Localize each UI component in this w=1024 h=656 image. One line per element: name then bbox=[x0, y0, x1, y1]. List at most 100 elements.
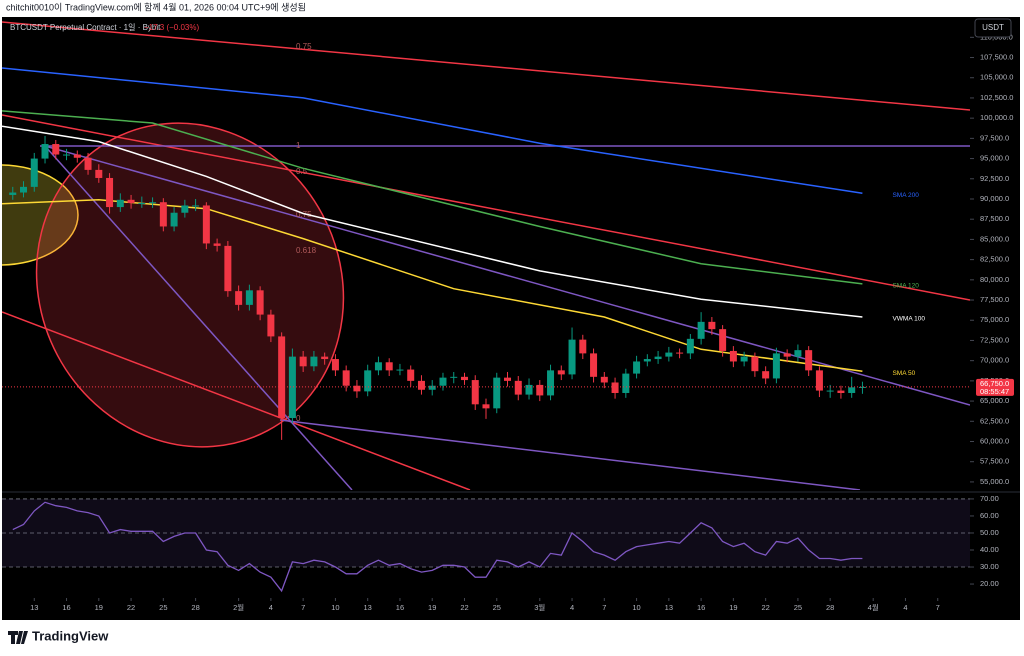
currency[interactable]: USDT bbox=[982, 23, 1004, 32]
candle-body bbox=[622, 373, 630, 393]
x-tick-label: 4월 bbox=[868, 602, 879, 612]
trend-line bbox=[2, 311, 471, 490]
candle-body bbox=[63, 154, 71, 156]
header: chitchit0010이 TradingView.com에 함께 4월 01,… bbox=[6, 1, 306, 12]
candle-body bbox=[439, 377, 447, 386]
y-tick-label: 20.00 bbox=[980, 579, 999, 588]
fib-label: 0.75 bbox=[296, 210, 312, 219]
x-tick-label: 3월 bbox=[534, 602, 545, 612]
y-tick-label: 60.00 bbox=[980, 511, 999, 520]
candle-body bbox=[278, 336, 286, 419]
candle-body bbox=[536, 384, 544, 396]
candle-body bbox=[579, 339, 587, 354]
y-tick-label: 90,000.0 bbox=[980, 194, 1009, 203]
rsi-plot bbox=[2, 498, 970, 593]
y-tick-label: 57,500.0 bbox=[980, 457, 1009, 466]
candle-body bbox=[138, 203, 146, 205]
candle-body bbox=[794, 350, 802, 357]
drawings: 0.75 1 0.5 0.75 0.618 0 bbox=[2, 21, 970, 490]
x-tick-label: 7 bbox=[936, 603, 940, 612]
x-tick-label: 19 bbox=[95, 603, 103, 612]
candle-body bbox=[353, 385, 361, 392]
x-tick-label: 4 bbox=[570, 603, 574, 612]
x-tick-label: 13 bbox=[30, 603, 38, 612]
candle-body bbox=[73, 154, 81, 158]
y-tick-label: 82,500.0 bbox=[980, 255, 1009, 264]
logo-text: TradingView bbox=[32, 628, 109, 643]
x-tick-label: 19 bbox=[729, 603, 737, 612]
x-tick-label: 28 bbox=[826, 603, 834, 612]
candle-body bbox=[557, 370, 565, 375]
candle-body bbox=[299, 356, 307, 367]
moving-average bbox=[2, 110, 863, 285]
candle-body bbox=[321, 356, 329, 360]
candle-body bbox=[719, 329, 727, 351]
x-tick-label: 10 bbox=[632, 603, 640, 612]
candle-body bbox=[504, 377, 512, 381]
candle-body bbox=[396, 369, 404, 371]
overlay-label: SMA 120 bbox=[892, 283, 919, 290]
y-tick-label: 60,000.0 bbox=[980, 436, 1009, 445]
x-tick-label: 16 bbox=[62, 603, 70, 612]
y-tick-label: 40.00 bbox=[980, 545, 999, 554]
y-tick-label: 85,000.0 bbox=[980, 234, 1009, 243]
candle-body bbox=[708, 321, 716, 330]
candle-body bbox=[417, 380, 425, 390]
y-tick-label: 50.00 bbox=[980, 528, 999, 537]
candle-body bbox=[568, 339, 576, 375]
y-tick-label: 87,500.0 bbox=[980, 214, 1009, 223]
candle-body bbox=[428, 385, 436, 390]
legend-title: BTCUSDT Perpetual Contract · 1일 · Bybit bbox=[10, 23, 161, 32]
x-tick-label: 28 bbox=[191, 603, 199, 612]
candle-body bbox=[837, 390, 845, 393]
x-tick-label: 25 bbox=[159, 603, 167, 612]
trend-line bbox=[2, 21, 970, 111]
fib-label: 0 bbox=[296, 414, 301, 423]
countdown: 08:55:47 bbox=[980, 387, 1009, 396]
logo-mark bbox=[8, 631, 28, 644]
moving-average bbox=[2, 67, 863, 195]
x-tick-label: 13 bbox=[364, 603, 372, 612]
y-tick-label: 80,000.0 bbox=[980, 275, 1009, 284]
candle-body bbox=[848, 387, 856, 393]
candle-body bbox=[686, 338, 694, 354]
candle-body bbox=[256, 290, 264, 315]
candle-body bbox=[149, 202, 157, 204]
x-tick-label: 22 bbox=[127, 603, 135, 612]
candle-body bbox=[385, 362, 393, 371]
candle-body bbox=[665, 352, 673, 357]
y-tick-label: 95,000.0 bbox=[980, 154, 1009, 163]
last-price-box bbox=[976, 378, 1014, 396]
candle-body bbox=[460, 376, 468, 381]
candle-body bbox=[235, 291, 243, 305]
chart-pane bbox=[2, 17, 1020, 620]
candle-body bbox=[643, 359, 651, 362]
x-tick-label: 22 bbox=[460, 603, 468, 612]
candle-body bbox=[41, 144, 49, 159]
candle-body bbox=[815, 370, 823, 391]
candle-body bbox=[783, 353, 791, 357]
y-tick-label: 77,500.0 bbox=[980, 295, 1009, 304]
candle-body bbox=[213, 243, 221, 246]
candle-body bbox=[697, 321, 705, 339]
y-tick-label: 92,500.0 bbox=[980, 174, 1009, 183]
ellipse-drawing bbox=[35, 122, 345, 448]
candle-body bbox=[493, 377, 501, 409]
candle-body bbox=[547, 370, 555, 396]
y-tick-label: 100,000.0 bbox=[980, 113, 1013, 122]
candle-body bbox=[224, 245, 232, 292]
candle-body bbox=[676, 352, 684, 354]
x-tick-label: 4 bbox=[903, 603, 907, 612]
candle-body bbox=[633, 361, 641, 374]
candle-body bbox=[407, 369, 415, 381]
candle-body bbox=[202, 205, 210, 244]
overlay-label: VWMA 100 bbox=[892, 316, 925, 323]
candle-body bbox=[600, 376, 608, 383]
y-tick-label: 65,000.0 bbox=[980, 396, 1009, 405]
x-tick-label: 22 bbox=[761, 603, 769, 612]
candle-body bbox=[84, 157, 92, 170]
last-price-label: 66,750.0 bbox=[980, 379, 1009, 388]
y-tick-label: 72,500.0 bbox=[980, 335, 1009, 344]
currency-box[interactable] bbox=[974, 18, 1012, 38]
